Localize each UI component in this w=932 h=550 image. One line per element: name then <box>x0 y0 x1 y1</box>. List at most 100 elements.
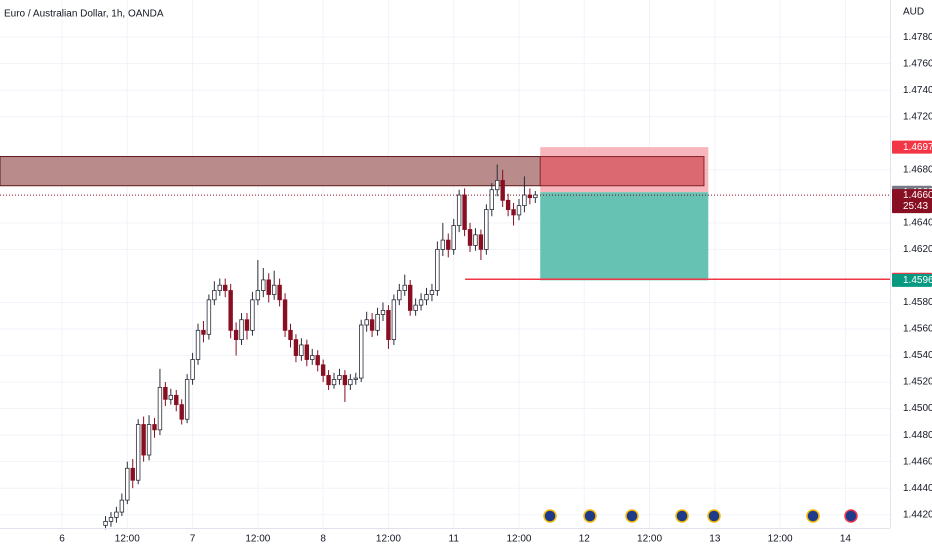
candle-body <box>435 249 440 291</box>
y-tick-label: 1.46800 <box>903 164 932 175</box>
candle-body <box>424 294 429 301</box>
candle-body <box>261 279 266 291</box>
y-tick-label: 1.47400 <box>903 85 932 96</box>
candle-body <box>364 319 369 326</box>
candle-body <box>418 299 424 306</box>
candle-body <box>108 516 114 522</box>
candle-body <box>141 424 146 456</box>
y-tick-label: 1.47800 <box>903 32 932 43</box>
y-tick-label: 1.45400 <box>903 350 932 361</box>
candle-body <box>326 375 331 386</box>
candle-body <box>353 377 358 380</box>
candle-body <box>250 299 255 331</box>
candle-body <box>255 290 261 301</box>
y-tick-label: 1.46200 <box>903 244 932 255</box>
y-tick-label: 1.45800 <box>903 297 932 308</box>
candle-body <box>489 189 494 211</box>
candle-body <box>212 290 217 301</box>
candle-body <box>201 329 206 335</box>
x-tick-label: 13 <box>709 534 721 545</box>
candle-body <box>320 364 326 376</box>
event-icon[interactable] <box>675 509 689 523</box>
candle-body <box>310 355 315 360</box>
plot-area <box>0 0 890 530</box>
candle-body <box>407 284 413 311</box>
event-icon[interactable] <box>707 509 721 523</box>
candle-body <box>386 310 391 341</box>
candle-body <box>369 319 375 331</box>
candle-body <box>505 199 511 211</box>
x-tick-label: 11 <box>449 534 460 545</box>
candle-body <box>271 284 277 295</box>
currency-label[interactable]: AUD <box>903 7 924 18</box>
target-zone <box>540 192 709 281</box>
event-icon[interactable] <box>806 509 820 523</box>
candle-body <box>114 511 119 518</box>
candle-body <box>516 205 522 216</box>
candle-body <box>304 344 310 360</box>
y-tick-label: 1.45200 <box>903 377 932 388</box>
candle-body <box>467 229 473 246</box>
candle-body <box>228 290 233 331</box>
candle-body <box>380 310 386 315</box>
candle-body <box>277 284 282 301</box>
candle-body <box>206 299 212 335</box>
candle-body <box>125 467 130 501</box>
candle-body <box>456 194 462 226</box>
event-icon[interactable] <box>844 509 858 523</box>
candle-body <box>184 379 190 420</box>
candle-body <box>473 234 478 246</box>
candle-body <box>179 404 184 420</box>
candle-body <box>522 194 527 207</box>
candle-body <box>157 386 163 431</box>
x-tick-label: 8 <box>320 534 326 545</box>
candle-body <box>315 355 320 366</box>
event-icon[interactable] <box>625 509 639 523</box>
candle-body <box>135 424 141 481</box>
candle-body <box>174 394 179 406</box>
candle-body <box>446 239 451 250</box>
candle-body <box>293 339 299 356</box>
candle-body <box>359 324 364 379</box>
event-icons <box>543 509 858 523</box>
candle-body <box>103 520 108 526</box>
candle-body <box>152 424 157 431</box>
stop-tag <box>892 140 932 154</box>
x-tick-label: 12:00 <box>376 534 401 545</box>
candle-body <box>533 194 538 199</box>
x-tick-label: 12:00 <box>506 534 531 545</box>
candle-body <box>413 304 418 311</box>
candle-body <box>331 379 337 386</box>
candle-body <box>163 386 168 400</box>
candle-body <box>119 499 125 513</box>
candle-body <box>130 467 135 481</box>
chart-title: Euro / Australian Dollar, 1h, OANDA <box>4 9 164 20</box>
candle-body <box>402 284 407 291</box>
x-tick-label: 7 <box>190 534 196 545</box>
y-tick-label: 1.44800 <box>903 430 932 441</box>
event-icon[interactable] <box>543 509 557 523</box>
candle-body <box>266 279 271 295</box>
resistance-zone-overlap <box>539 156 705 187</box>
candle-body <box>337 375 342 380</box>
candle-body <box>223 284 228 291</box>
y-tick-label: 1.47200 <box>903 111 932 122</box>
candle-body <box>244 319 250 331</box>
candle-body <box>299 344 304 356</box>
candle-body <box>195 329 201 360</box>
candle-body <box>440 239 446 250</box>
y-tick-label: 1.44600 <box>903 456 932 467</box>
x-tick-label: 12:00 <box>637 534 662 545</box>
candle-body <box>429 290 435 295</box>
candle-body <box>190 359 195 380</box>
candle-body <box>451 225 456 250</box>
event-icon[interactable] <box>583 509 597 523</box>
candle-body <box>375 314 380 331</box>
candle-body <box>239 319 244 341</box>
y-tick-label: 1.45000 <box>903 403 932 414</box>
candle-body <box>288 329 293 341</box>
candle-body <box>217 284 222 291</box>
candle-body <box>282 299 288 331</box>
